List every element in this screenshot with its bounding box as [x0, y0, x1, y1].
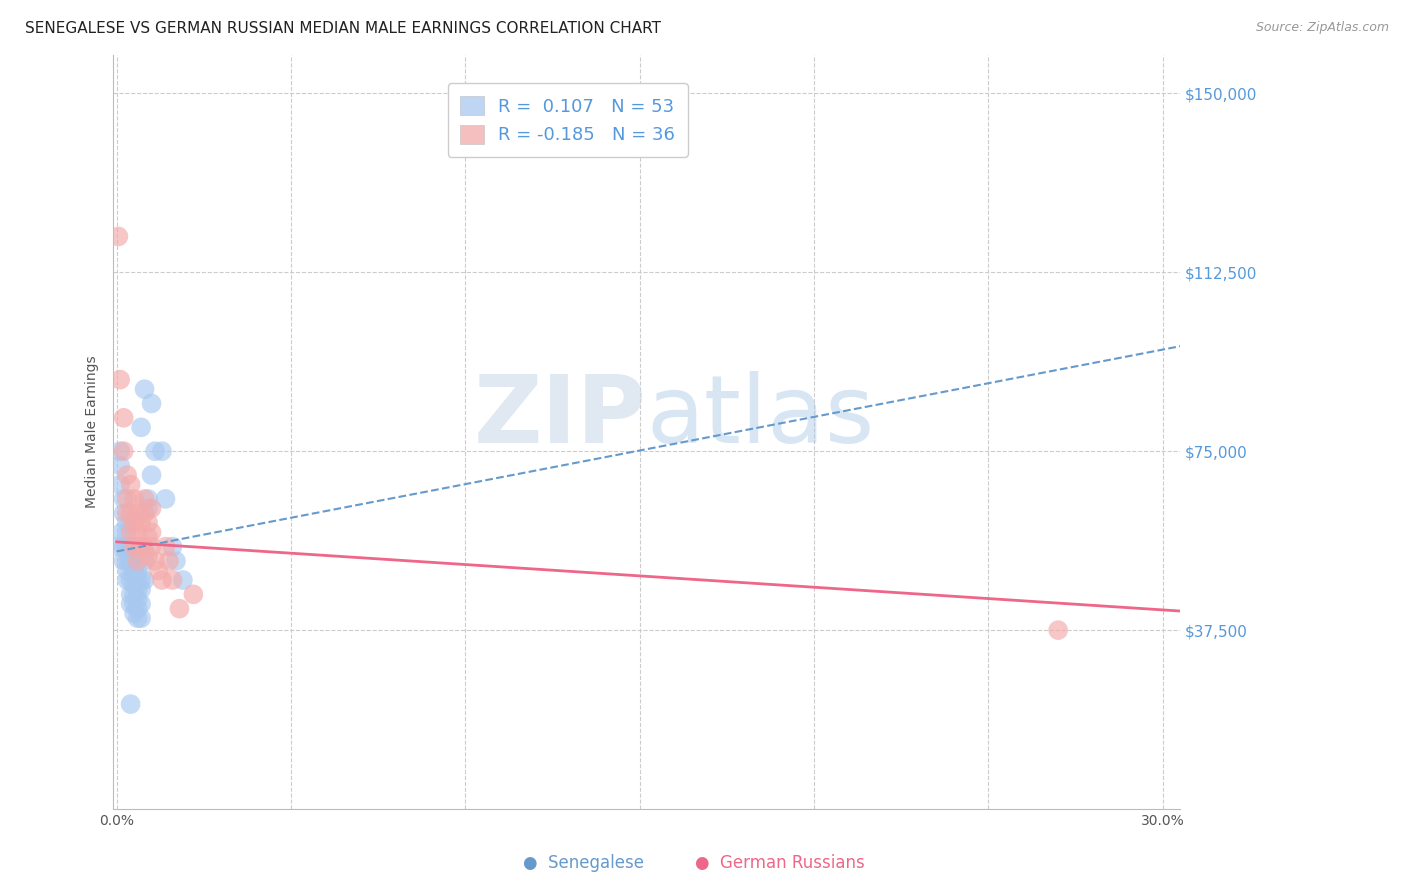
- Point: [150, 573, 173, 587]
- Point: [127, 601, 149, 615]
- Point: [129, 597, 152, 611]
- Text: ●  Senegalese: ● Senegalese: [523, 855, 644, 872]
- Point: [112, 491, 135, 506]
- Point: [183, 587, 205, 601]
- Point: [122, 491, 145, 506]
- Point: [143, 444, 166, 458]
- Point: [129, 611, 152, 625]
- Point: [112, 444, 135, 458]
- Point: [127, 554, 149, 568]
- Point: [108, 458, 131, 473]
- Text: ZIP: ZIP: [474, 371, 647, 463]
- Point: [155, 540, 177, 554]
- Point: [122, 564, 145, 578]
- Point: [169, 601, 191, 615]
- Point: [115, 573, 138, 587]
- Point: [136, 516, 159, 530]
- Point: [150, 444, 173, 458]
- Point: [165, 554, 187, 568]
- Point: [122, 578, 145, 592]
- Point: [127, 611, 149, 625]
- Point: [120, 506, 142, 520]
- Point: [127, 506, 149, 520]
- Point: [107, 540, 129, 554]
- Point: [129, 420, 152, 434]
- Point: [120, 525, 142, 540]
- Point: [122, 516, 145, 530]
- Point: [127, 540, 149, 554]
- Point: [115, 506, 138, 520]
- Point: [112, 540, 135, 554]
- Point: [136, 491, 159, 506]
- Text: atlas: atlas: [647, 371, 875, 463]
- Point: [122, 607, 145, 621]
- Point: [115, 564, 138, 578]
- Point: [141, 540, 163, 554]
- Point: [148, 564, 170, 578]
- Point: [112, 506, 135, 520]
- Point: [112, 554, 135, 568]
- Point: [129, 573, 152, 587]
- Point: [141, 468, 163, 483]
- Point: [172, 573, 194, 587]
- Point: [127, 525, 149, 540]
- Point: [120, 554, 142, 568]
- Point: [122, 587, 145, 601]
- Point: [122, 540, 145, 554]
- Point: [136, 530, 159, 544]
- Point: [162, 573, 184, 587]
- Point: [155, 491, 177, 506]
- Point: [120, 540, 142, 554]
- Point: [107, 229, 129, 244]
- Point: [136, 501, 159, 516]
- Point: [134, 382, 156, 396]
- Legend: R =  0.107   N = 53, R = -0.185   N = 36: R = 0.107 N = 53, R = -0.185 N = 36: [447, 83, 688, 157]
- Point: [134, 491, 156, 506]
- Point: [120, 697, 142, 711]
- Point: [120, 597, 142, 611]
- Text: ●  German Russians: ● German Russians: [696, 855, 865, 872]
- Point: [134, 506, 156, 520]
- Text: Source: ZipAtlas.com: Source: ZipAtlas.com: [1256, 21, 1389, 34]
- Point: [134, 540, 156, 554]
- Point: [136, 549, 159, 564]
- Point: [129, 516, 152, 530]
- Point: [134, 573, 156, 587]
- Point: [115, 516, 138, 530]
- Y-axis label: Median Male Earnings: Median Male Earnings: [86, 356, 100, 508]
- Point: [127, 573, 149, 587]
- Point: [134, 554, 156, 568]
- Point: [157, 554, 180, 568]
- Text: SENEGALESE VS GERMAN RUSSIAN MEDIAN MALE EARNINGS CORRELATION CHART: SENEGALESE VS GERMAN RUSSIAN MEDIAN MALE…: [25, 21, 661, 36]
- Point: [1047, 623, 1070, 637]
- Point: [120, 477, 142, 491]
- Point: [141, 525, 163, 540]
- Point: [118, 549, 141, 564]
- Point: [115, 525, 138, 540]
- Point: [115, 491, 138, 506]
- Point: [120, 573, 142, 587]
- Point: [129, 540, 152, 554]
- Point: [122, 597, 145, 611]
- Point: [143, 554, 166, 568]
- Point: [115, 554, 138, 568]
- Point: [108, 477, 131, 491]
- Point: [112, 410, 135, 425]
- Point: [115, 468, 138, 483]
- Point: [129, 582, 152, 597]
- Point: [141, 396, 163, 410]
- Point: [122, 549, 145, 564]
- Point: [127, 582, 149, 597]
- Point: [162, 540, 184, 554]
- Point: [115, 540, 138, 554]
- Point: [127, 592, 149, 607]
- Point: [111, 525, 134, 540]
- Point: [141, 501, 163, 516]
- Point: [127, 564, 149, 578]
- Point: [108, 373, 131, 387]
- Point: [120, 587, 142, 601]
- Point: [108, 444, 131, 458]
